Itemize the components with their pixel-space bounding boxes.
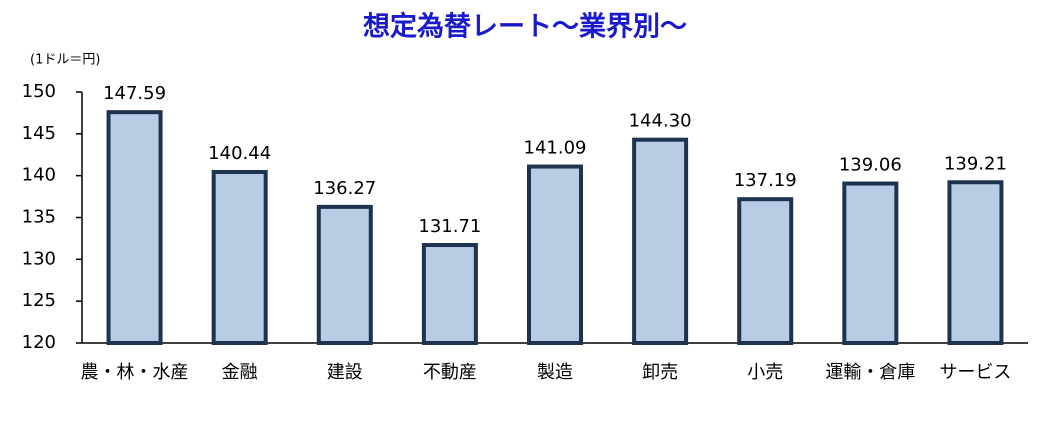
value-label: 136.27	[313, 178, 376, 199]
bar	[842, 181, 899, 345]
x-tick-label: 建設	[327, 362, 363, 383]
value-label: 131.71	[418, 216, 481, 237]
bar	[211, 169, 268, 345]
y-tick-label: 135	[22, 207, 56, 228]
y-tick-label: 120	[22, 332, 56, 353]
y-tick-label: 130	[22, 248, 56, 269]
value-label: 140.44	[208, 143, 271, 164]
y-tick-label: 145	[22, 123, 56, 144]
chart-title: 想定為替レート～業界別～	[363, 11, 687, 43]
x-tick-label: 不動産	[423, 362, 477, 383]
value-label: 139.06	[839, 155, 902, 176]
value-label: 141.09	[524, 138, 587, 159]
x-tick-label: 運輸・倉庫	[825, 362, 915, 383]
value-label: 137.19	[734, 170, 797, 191]
bar	[316, 204, 373, 345]
value-label: 147.59	[103, 83, 166, 104]
bar	[106, 110, 163, 345]
bar	[527, 164, 583, 345]
y-tick-label: 150	[22, 81, 56, 102]
bar	[632, 137, 689, 345]
x-tick-label: 製造	[537, 362, 573, 383]
y-unit-label: (1ドル＝円)	[30, 53, 100, 68]
x-tick-label: 金融	[222, 362, 258, 383]
bar	[421, 243, 478, 345]
bar	[947, 180, 1004, 345]
bar	[737, 197, 794, 345]
x-tick-label: 農・林・水産	[81, 362, 189, 383]
value-label: 139.21	[944, 153, 1007, 174]
y-tick-label: 140	[22, 165, 56, 186]
x-tick-label: 卸売	[642, 362, 678, 383]
x-tick-label: 小売	[747, 362, 783, 383]
x-tick-label: サービス	[939, 362, 1011, 383]
y-tick-label: 125	[22, 290, 56, 311]
value-label: 144.30	[629, 111, 692, 132]
